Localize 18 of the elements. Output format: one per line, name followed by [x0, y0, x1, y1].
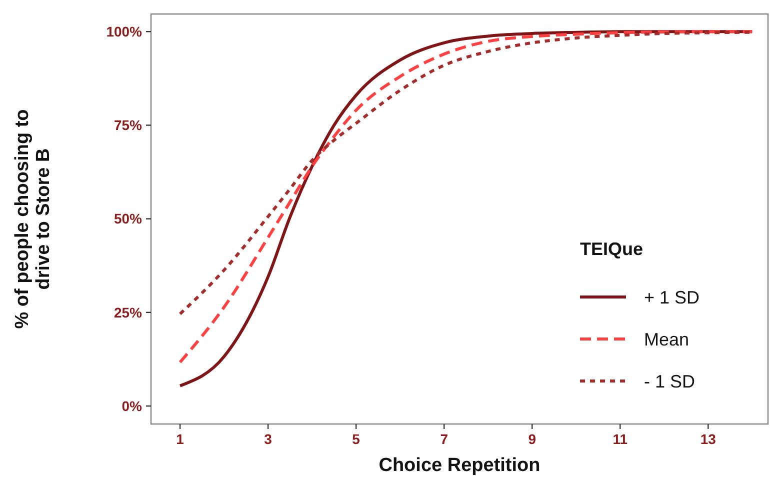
legend-label: - 1 SD	[644, 371, 696, 392]
y-tick-label: 0%	[122, 398, 143, 414]
y-tick-label: 75%	[114, 117, 143, 134]
y-tick-label: 25%	[114, 304, 143, 320]
x-tick-label: 3	[264, 431, 272, 447]
y-axis-title: % of people choosing to drive to Store B	[12, 109, 54, 329]
x-tick-label: 7	[440, 431, 448, 447]
y-tick-label: 50%	[114, 210, 143, 227]
x-tick-label: 11	[612, 431, 628, 447]
legend-title: TEIQue	[580, 239, 644, 259]
legend-label: + 1 SD	[644, 287, 700, 308]
x-tick-label: 9	[528, 431, 536, 447]
y-tick-label: 100%	[106, 24, 143, 40]
legend-label: Mean	[644, 329, 690, 350]
x-tick-label: 1	[176, 431, 184, 447]
x-axis-title: Choice Repetition	[378, 455, 540, 476]
x-tick-label: 5	[352, 431, 360, 447]
x-tick-label: 13	[700, 431, 716, 447]
